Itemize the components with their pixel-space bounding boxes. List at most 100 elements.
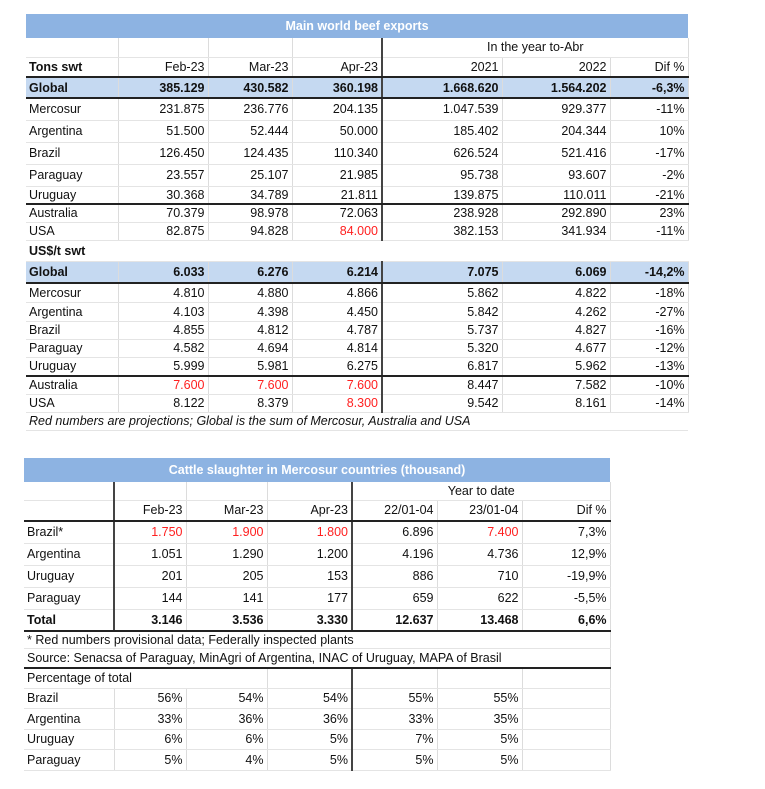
period-row: In the year to-Abr xyxy=(26,38,689,58)
cell-value xyxy=(522,708,611,730)
cell-value: 626.524 xyxy=(382,142,503,165)
pct-header: Percentage of total xyxy=(24,668,611,689)
cell-value: 5.981 xyxy=(208,357,293,377)
column-header xyxy=(24,500,115,522)
cell-value: 7,3% xyxy=(522,521,611,544)
column-header: 2022 xyxy=(502,57,611,78)
row-label: Paraguay xyxy=(26,339,119,358)
cell-value: 6% xyxy=(114,729,187,750)
cell-value: 6.214 xyxy=(292,261,383,284)
cell-value: -11% xyxy=(610,222,689,241)
cell-value xyxy=(522,688,611,709)
cell-value: 72.063 xyxy=(292,204,383,223)
price-section-label: US$/t swt xyxy=(26,240,689,262)
cell-value: 4.103 xyxy=(118,302,209,322)
cell-value: 56% xyxy=(114,688,187,709)
cell-value: 201 xyxy=(114,565,187,588)
row-label: Brazil xyxy=(26,142,119,165)
cell-value: 521.416 xyxy=(502,142,611,165)
empty-cell xyxy=(352,668,438,689)
row-label: Argentina xyxy=(26,302,119,322)
cell-value: 6.033 xyxy=(118,261,209,284)
cell-value: 236.776 xyxy=(208,98,293,121)
column-header: Mar-23 xyxy=(208,57,293,78)
table-row: USA 8.122 8.379 8.300 9.542 8.161 -14% xyxy=(26,394,689,413)
row-label: USA xyxy=(26,222,119,241)
column-header: Feb-23 xyxy=(114,500,187,522)
empty-cell xyxy=(208,38,293,58)
cell-value: 5% xyxy=(352,749,438,771)
table-title: Main world beef exports xyxy=(26,14,689,38)
cell-value: 36% xyxy=(267,708,353,730)
cell-value: 33% xyxy=(114,708,187,730)
cell-value: -21% xyxy=(610,186,689,205)
column-header: Apr-23 xyxy=(292,57,383,78)
cell-value: 1.900 xyxy=(186,521,268,544)
cell-value: 8.379 xyxy=(208,394,293,413)
row-label: Total xyxy=(24,609,115,632)
cell-value: 95.738 xyxy=(382,164,503,187)
cell-value: 8.122 xyxy=(118,394,209,413)
empty-cell xyxy=(267,482,353,501)
cell-value: 1.750 xyxy=(114,521,187,544)
cell-value: 4.812 xyxy=(208,321,293,340)
cell-value: 4.196 xyxy=(352,543,438,566)
cell-value: 4.866 xyxy=(292,283,383,303)
cell-value: 5.962 xyxy=(502,357,611,377)
cell-value: 4.855 xyxy=(118,321,209,340)
cell-value: 93.607 xyxy=(502,164,611,187)
cell-value: 6,6% xyxy=(522,609,611,632)
cell-value: -11% xyxy=(610,98,689,121)
cell-value: 35% xyxy=(437,708,523,730)
note-row: * Red numbers provisional data; Federall… xyxy=(24,631,611,649)
period-label: Year to date xyxy=(352,482,611,501)
table-row: Paraguay 144 141 177 659 622 -5,5% xyxy=(24,587,611,610)
section-header: US$/t swt xyxy=(26,240,689,262)
cell-value: 54% xyxy=(186,688,268,709)
cell-value: 1.800 xyxy=(267,521,353,544)
cell-value: -10% xyxy=(610,376,689,395)
empty-cell xyxy=(522,668,611,689)
cell-value: 3.330 xyxy=(267,609,353,632)
table-row: Argentina 4.103 4.398 4.450 5.842 4.262 -27% xyxy=(26,302,689,322)
row-label: Brazil* xyxy=(24,521,115,544)
row-label: Uruguay xyxy=(26,186,119,205)
table-row: USA 82.875 94.828 84.000 382.153 341.934 -11% xyxy=(26,222,689,241)
row-label: Australia xyxy=(26,204,119,223)
table-row: Brazil 56% 54% 54% 55% 55% xyxy=(24,688,611,709)
cell-value: 10% xyxy=(610,120,689,143)
cell-value: 622 xyxy=(437,587,523,610)
cell-value: 30.368 xyxy=(118,186,209,205)
cell-value: 292.890 xyxy=(502,204,611,223)
title-row: Cattle slaughter in Mercosur countries (… xyxy=(24,458,611,482)
cell-value: 360.198 xyxy=(292,77,383,99)
table-row: Paraguay 5% 4% 5% 5% 5% xyxy=(24,749,611,771)
cell-value: 3.536 xyxy=(186,609,268,632)
cell-value xyxy=(522,729,611,750)
cell-value: 144 xyxy=(114,587,187,610)
cell-value: 5.862 xyxy=(382,283,503,303)
cell-value: 70.379 xyxy=(118,204,209,223)
percentage-label: Percentage of total xyxy=(24,668,268,689)
cell-value: 153 xyxy=(267,565,353,588)
cell-value: -27% xyxy=(610,302,689,322)
note-row: Red numbers are projections; Global is t… xyxy=(26,412,689,431)
cell-value: 4.787 xyxy=(292,321,383,340)
cell-value: 34.789 xyxy=(208,186,293,205)
cell-value: 126.450 xyxy=(118,142,209,165)
table-row: Total 3.146 3.536 3.330 12.637 13.468 6,6% xyxy=(24,609,611,632)
cell-value: -14,2% xyxy=(610,261,689,284)
cell-value: 7.075 xyxy=(382,261,503,284)
empty-cell xyxy=(292,38,383,58)
row-label: Brazil xyxy=(24,688,115,709)
cell-value: 21.811 xyxy=(292,186,383,205)
row-label: Paraguay xyxy=(24,749,115,771)
cell-value: 6.896 xyxy=(352,521,438,544)
cell-value: 7.400 xyxy=(437,521,523,544)
cell-value: 659 xyxy=(352,587,438,610)
row-label: Australia xyxy=(26,376,119,395)
cell-value: 51.500 xyxy=(118,120,209,143)
cell-value: 1.200 xyxy=(267,543,353,566)
row-label: Brazil xyxy=(26,321,119,340)
cell-value: 7.582 xyxy=(502,376,611,395)
